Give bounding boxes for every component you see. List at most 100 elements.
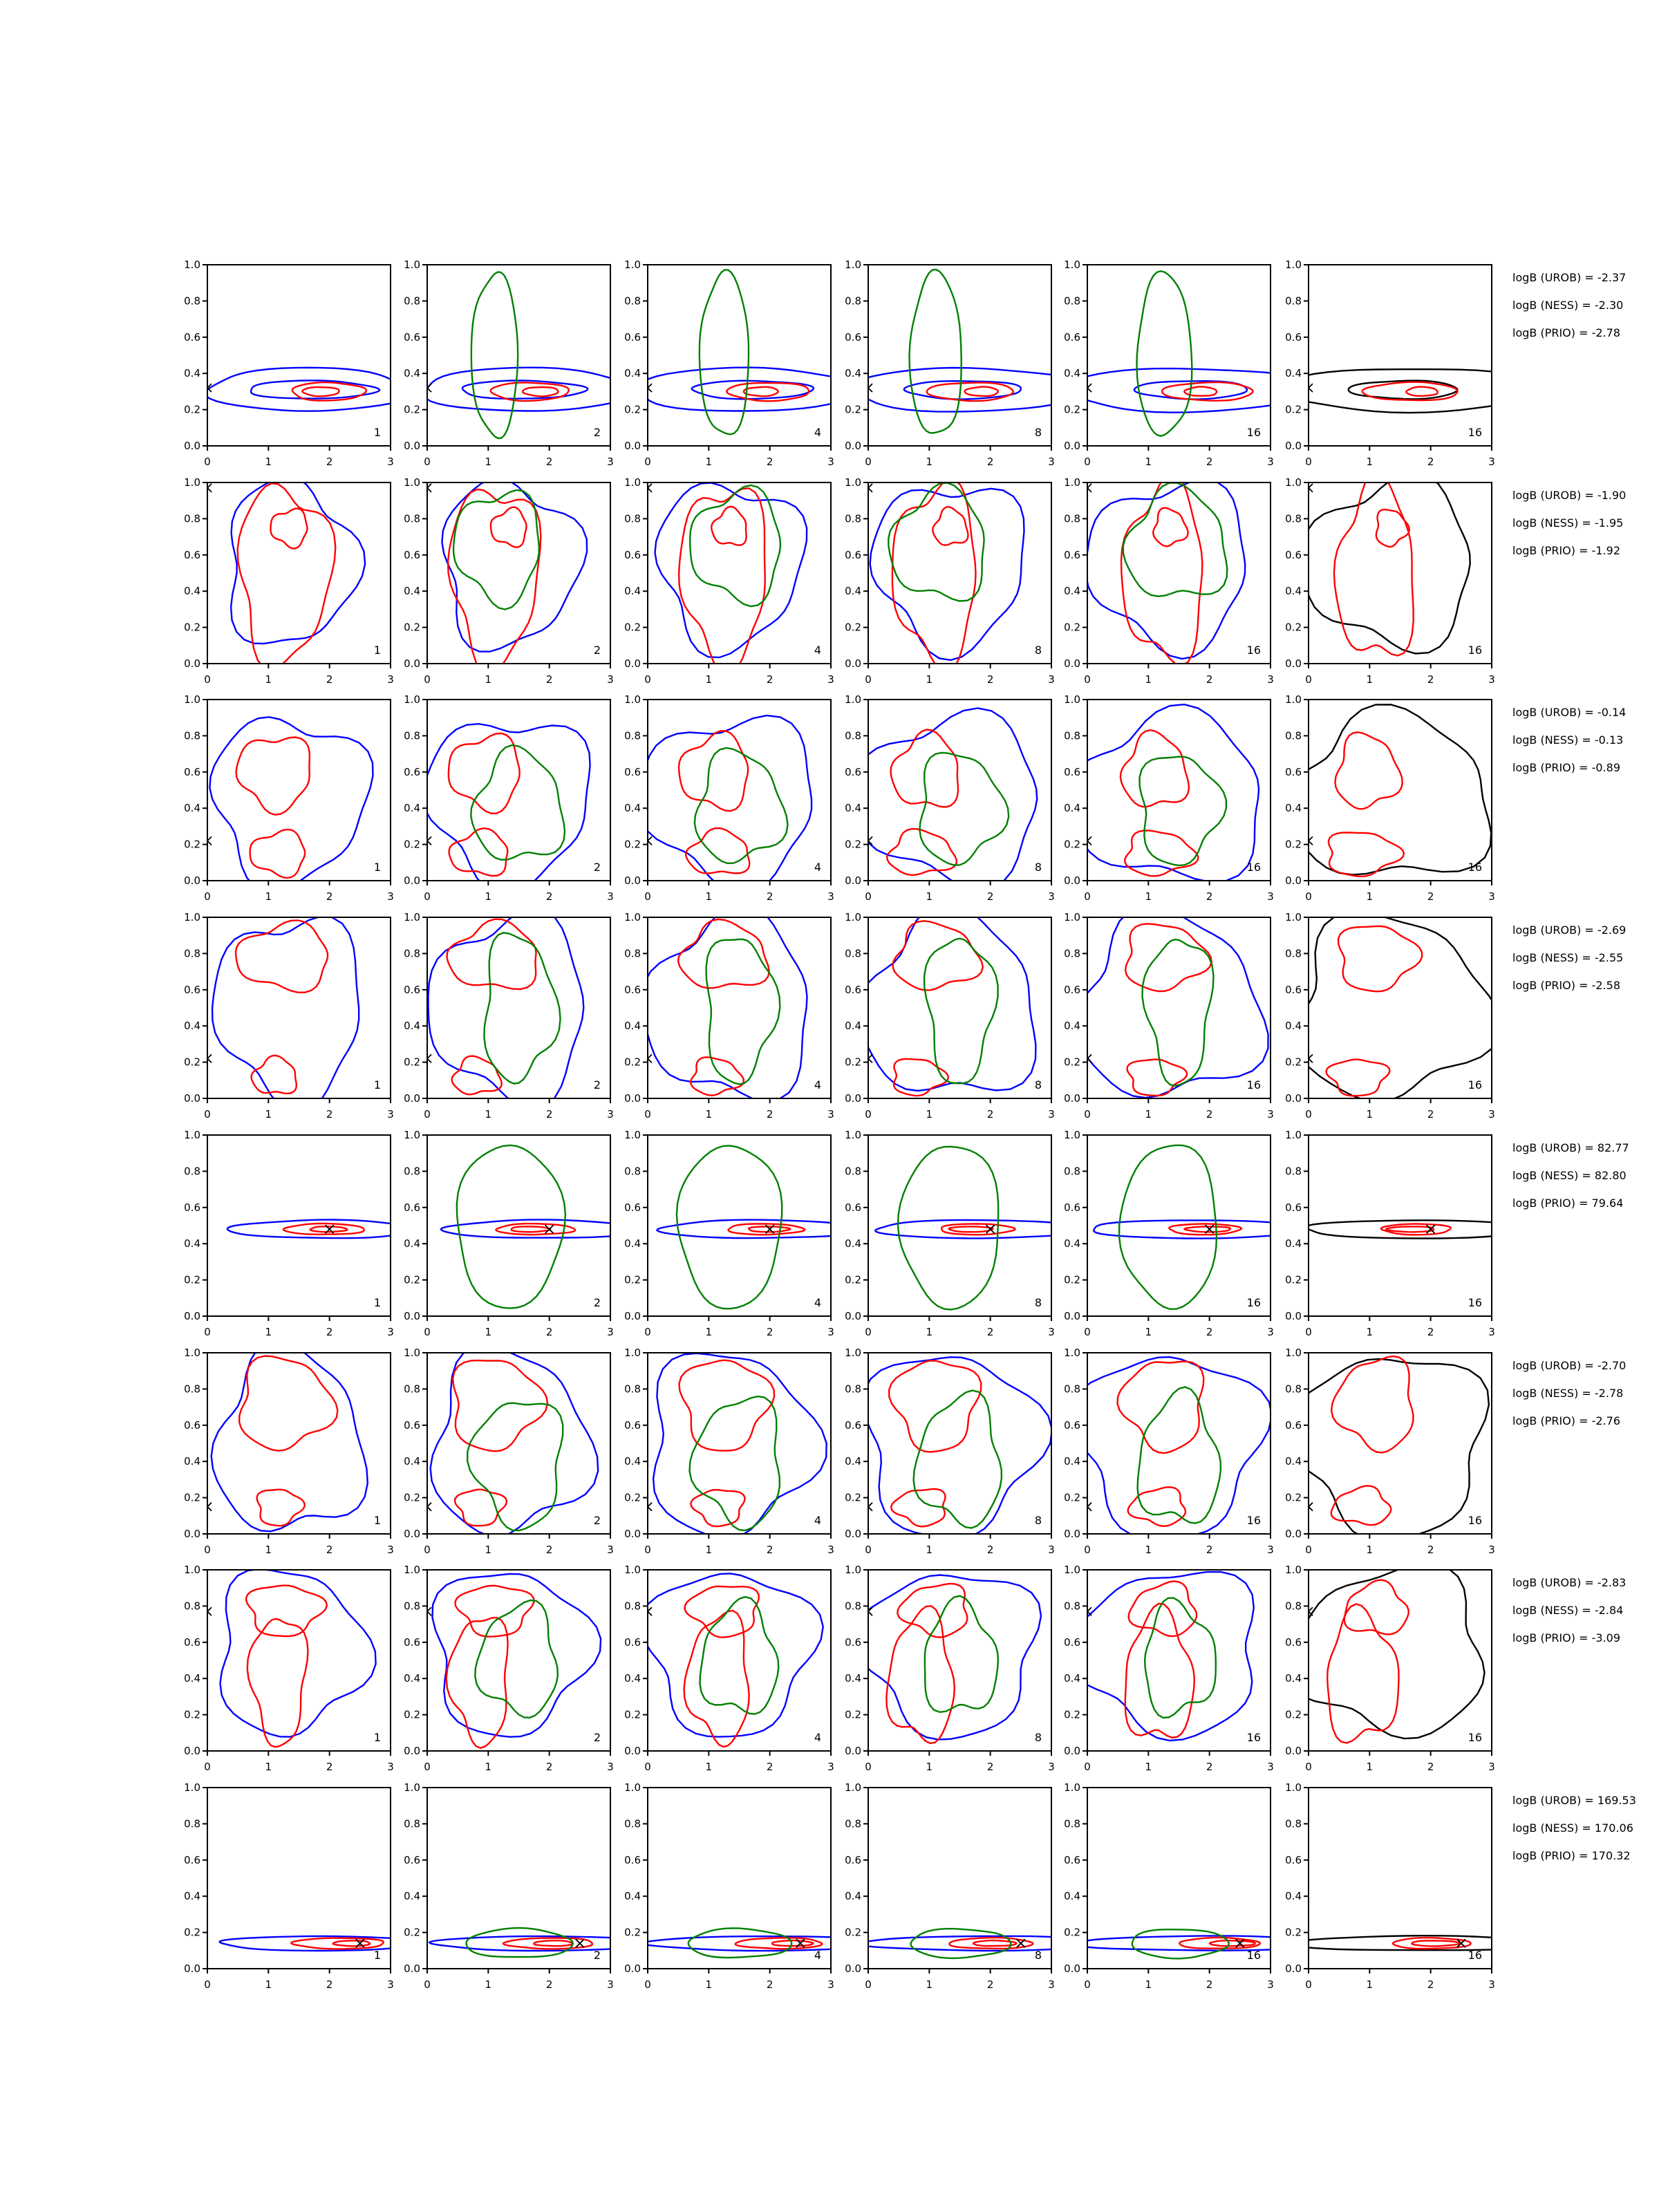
x-tick-label: 0 [865,1978,872,1991]
x-tick-label: 3 [827,1978,834,1991]
y-tick-label: 0.6 [1285,1636,1302,1649]
truth-marker [1309,483,1313,493]
x-tick-label: 2 [1206,890,1213,903]
y-tick-label: 0.6 [624,766,641,778]
red-contour [890,1488,946,1528]
y-tick-label: 0.4 [404,1890,420,1902]
y-tick-label: 0.4 [404,1455,420,1468]
column-label: 1 [374,1078,381,1091]
panel-r5-c5: 0 1 2 3 0.0 0.2 0.4 0.6 0.8 1.0 16 [1064,1129,1274,1338]
x-tick-label: 1 [1145,1326,1152,1338]
y-tick-label: 0.6 [624,984,641,996]
blue-contour [209,716,374,881]
y-tick-label: 0.8 [1285,294,1302,307]
x-tick-label: 1 [706,890,713,903]
truth-marker [427,836,432,845]
column-label: 16 [1247,1949,1261,1962]
y-tick-label: 0.2 [1285,1709,1302,1721]
y-tick-label: 0.2 [404,1709,420,1721]
axes-frame [1308,1134,1492,1317]
truth-marker [1426,1224,1436,1234]
panel-r5-c3: 0 1 2 3 0.0 0.2 0.4 0.6 0.8 1.0 4 [624,1129,834,1338]
y-tick-label: 0.2 [624,1927,641,1939]
contour-group [1092,1144,1271,1310]
y-tick-label: 0.2 [404,1056,420,1069]
contour-group [207,482,366,664]
truth-marker [1016,1938,1026,1948]
axes-frame [1087,1134,1271,1317]
y-tick-label: 0.8 [184,729,200,742]
panel-r4-c6: 0 1 2 3 0.0 0.2 0.4 0.6 0.8 1.0 16 [1285,911,1495,1121]
red-contour [246,1618,309,1748]
blue-contour [1092,1219,1271,1239]
y-tick-label: 0.4 [1285,367,1302,379]
x-tick-label: 0 [865,456,872,468]
y-tick-label: 0.6 [1064,766,1080,778]
y-tick-label: 1.0 [1285,1129,1302,1141]
column-label: 16 [1468,861,1482,874]
truth-marker [207,1053,212,1063]
axes-frame [1308,1569,1492,1752]
y-tick-label: 0.4 [624,367,641,379]
red-contour [1343,1579,1409,1635]
x-tick-label: 2 [987,1978,994,1991]
y-tick-label: 0.0 [404,1962,420,1975]
axes-frame [647,1352,832,1535]
y-tick-label: 0.0 [404,1310,420,1322]
y-tick-label: 1.0 [404,1781,420,1794]
x-tick-label: 0 [424,1978,431,1991]
y-tick-label: 0.4 [184,1237,200,1250]
y-tick-label: 0.8 [624,294,641,307]
y-tick-label: 0.4 [404,1020,420,1032]
x-tick-label: 2 [987,1544,994,1556]
y-tick-label: 0.6 [404,1201,420,1214]
x-tick-label: 2 [546,673,553,686]
x-tick-label: 2 [767,1544,774,1556]
truth-marker [207,383,212,393]
blue-contour [219,1570,377,1738]
y-tick-label: 0.6 [845,1636,861,1649]
panel-r2-c4: 0 1 2 3 0.0 0.2 0.4 0.6 0.8 1.0 8 [845,476,1055,686]
y-tick-label: 0.0 [1064,1092,1080,1105]
y-tick-label: 0.8 [1285,1600,1302,1612]
contour-group [868,707,1038,881]
red-contour [454,1584,535,1638]
y-tick-label: 1.0 [624,1564,641,1576]
y-tick-label: 0.4 [1285,1455,1302,1468]
y-tick-label: 0.6 [184,984,200,996]
panel-r2-c1: 0 1 2 3 0.0 0.2 0.4 0.6 0.8 1.0 1 [184,476,394,686]
y-tick-label: 0.8 [404,1165,420,1177]
blue-contour [427,366,610,412]
x-tick-label: 1 [1367,1978,1374,1991]
x-tick-label: 3 [1267,456,1274,468]
truth-marker [1087,383,1092,393]
y-tick-label: 0.8 [404,1817,420,1830]
column-label: 1 [374,1296,381,1309]
x-tick-label: 1 [1145,1978,1152,1991]
y-tick-label: 0.4 [184,1020,200,1032]
axes-frame [207,1134,391,1317]
y-tick-label: 0.2 [845,1927,861,1939]
axes-frame [868,1134,1052,1317]
y-tick-label: 0.4 [624,802,641,814]
y-tick-label: 0.8 [845,1817,861,1830]
panel-r8-c4: 0 1 2 3 0.0 0.2 0.4 0.6 0.8 1.0 8 [845,1781,1055,1991]
y-tick-label: 0.0 [1064,440,1080,452]
red-contour [885,1605,956,1745]
x-tick-label: 2 [546,456,553,468]
x-tick-label: 3 [1488,1108,1495,1121]
red-contour [890,729,959,808]
panel-r7-c2: 0 1 2 3 0.0 0.2 0.4 0.6 0.8 1.0 2 [404,1564,614,1773]
y-tick-label: 0.6 [184,1201,200,1214]
y-tick-label: 0.4 [845,585,861,597]
y-tick-label: 0.4 [404,585,420,597]
x-tick-label: 0 [1305,1761,1312,1773]
red-contour [448,827,509,877]
y-tick-label: 0.0 [404,874,420,887]
red-contour [453,1488,508,1527]
y-tick-label: 0.0 [184,1745,200,1757]
x-tick-label: 0 [1084,890,1091,903]
panel-r2-c5: 0 1 2 3 0.0 0.2 0.4 0.6 0.8 1.0 16 [1064,476,1274,686]
axes-frame [207,482,391,664]
y-tick-label: 0.2 [624,838,641,851]
